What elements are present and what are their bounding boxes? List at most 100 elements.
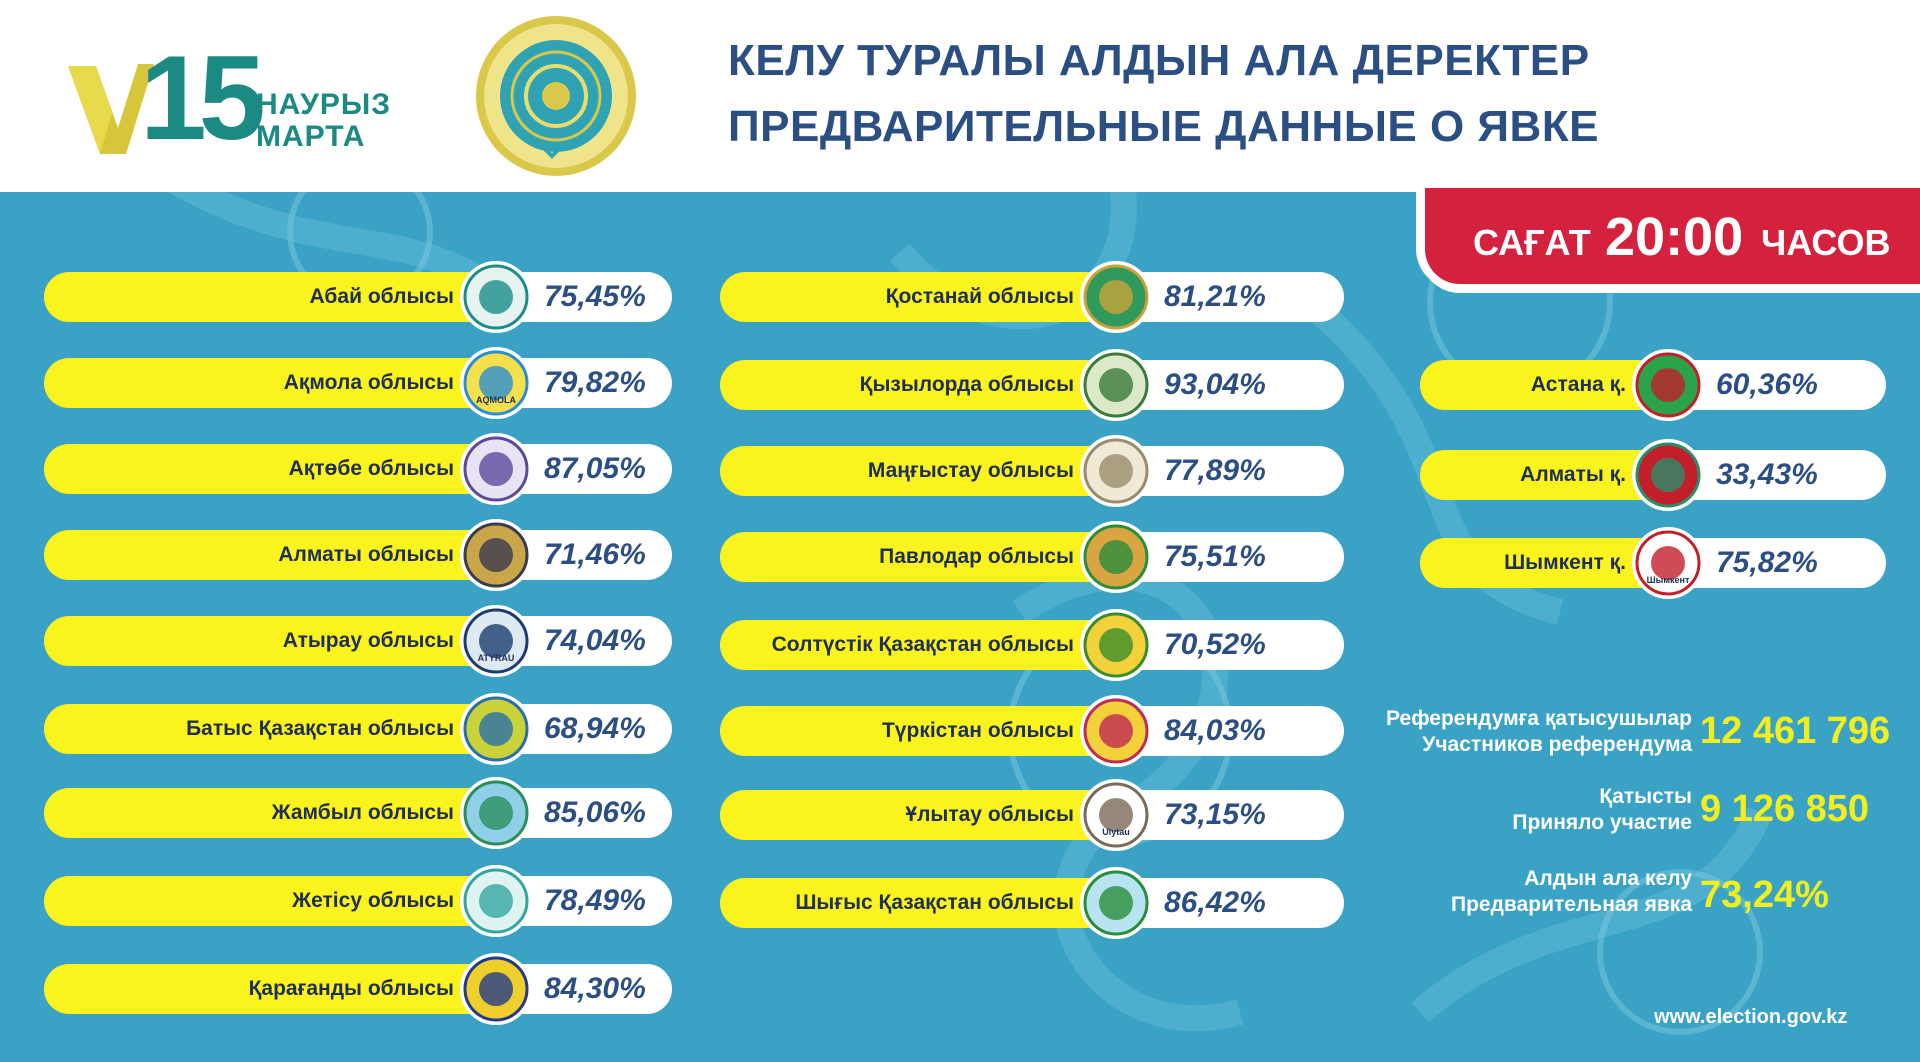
- turnout-percent: 70,52%: [1164, 628, 1266, 661]
- almaty-region-emblem-icon: [460, 519, 532, 591]
- region-name-pill: [44, 704, 500, 754]
- region-row: Қостанай облысы 81,21%: [720, 261, 1344, 333]
- region-name: Шымкент қ.: [1504, 551, 1626, 574]
- region-name: Түркістан облысы: [881, 719, 1074, 742]
- region-name: Павлодар облысы: [879, 545, 1074, 568]
- turnout-label-kz: Алдын ала келу: [1524, 867, 1692, 890]
- turnout-percent: 77,89%: [1164, 454, 1266, 487]
- region-name: Ұлытау облысы: [905, 803, 1074, 826]
- turnout-percent: 81,21%: [1164, 280, 1266, 313]
- region-row: Маңғыстау облысы 77,89%: [720, 435, 1344, 507]
- emblem-text: Шымкент: [1647, 575, 1690, 585]
- logo-number: 15: [140, 31, 266, 165]
- took-part-label-kz: Қатысты: [1599, 785, 1692, 808]
- turnout-percent: 86,42%: [1164, 886, 1266, 919]
- region-name-pill: [720, 878, 1120, 928]
- region-name: Атырау облысы: [282, 629, 454, 652]
- region-name: Жетісу облысы: [292, 889, 454, 912]
- region-name: Жамбыл облысы: [271, 801, 454, 824]
- region-name-pill: [44, 444, 500, 494]
- region-row: Жамбыл облысы 85,06%: [44, 777, 672, 849]
- region-name: Шығыс Қазақстан облысы: [795, 891, 1074, 914]
- region-row: Қарағанды облысы 84,30%: [44, 953, 672, 1025]
- turnout-percent: 78,49%: [544, 884, 646, 917]
- region-name: Ақтөбе облысы: [288, 457, 454, 480]
- region-name: Қарағанды облысы: [248, 977, 454, 1000]
- turnout-percent: 33,43%: [1716, 458, 1818, 491]
- region-name-pill: [44, 272, 500, 322]
- region-row: Атырау облысы ATYRAU 74,04%: [44, 605, 672, 677]
- region-name-pill: [44, 964, 500, 1014]
- region-name: Солтүстік Қазақстан облысы: [771, 633, 1074, 656]
- shymkent-emblem-icon: Шымкент: [1632, 527, 1704, 599]
- region-name-pill: [720, 360, 1120, 410]
- region-name-pill: [720, 532, 1120, 582]
- region-name-pill: [720, 706, 1120, 756]
- mangystau-emblem-icon: [1080, 435, 1152, 507]
- aktobe-emblem-icon: [460, 433, 532, 505]
- turnout-percent: 73,15%: [1164, 798, 1266, 831]
- region-name-pill: [720, 620, 1120, 670]
- region-name-pill: [44, 358, 500, 408]
- time-banner: САҒАТ 20:00 ЧАСОВ: [1420, 188, 1920, 289]
- turnout-percent: 75,45%: [544, 280, 646, 313]
- website-link[interactable]: www.election.gov.kz: [1654, 1006, 1848, 1028]
- aqmola-emblem-icon: AQMOLA: [460, 347, 532, 419]
- took-part-label: Қатысты Приняло участие: [1364, 784, 1692, 836]
- region-row: Түркістан облысы 84,03%: [720, 695, 1344, 767]
- region-name: Ақмола облысы: [283, 371, 454, 394]
- turkistan-emblem-icon: [1080, 695, 1152, 767]
- north-kazakhstan-emblem-icon: [1080, 609, 1152, 681]
- took-part-value: 9 126 850: [1700, 788, 1870, 830]
- region-name-pill: [1420, 450, 1672, 500]
- region-row: Шығыс Қазақстан облысы 86,42%: [720, 867, 1344, 939]
- ulytau-emblem-icon: Ulytau: [1080, 779, 1152, 851]
- abai-emblem-icon: [460, 261, 532, 333]
- turnout-percent: 84,30%: [544, 972, 646, 1005]
- participants-label: Референдумға қатысушылар Участников рефе…: [1364, 706, 1692, 758]
- election-commission-seal-icon: [476, 16, 636, 176]
- turnout-percent: 84,03%: [1164, 714, 1266, 747]
- emblem-text: AQMOLA: [476, 395, 516, 405]
- region-row: Астана қ. 60,36%: [1420, 349, 1886, 421]
- turnout-percent: 60,36%: [1716, 368, 1818, 401]
- participants-label-ru: Участников референдума: [1422, 733, 1692, 756]
- turnout-percent: 74,04%: [544, 624, 646, 657]
- region-name-pill: [1420, 538, 1672, 588]
- region-row: Солтүстік Қазақстан облысы 70,52%: [720, 609, 1344, 681]
- turnout-percent: 68,94%: [544, 712, 646, 745]
- turnout-percent: 75,82%: [1716, 546, 1818, 579]
- region-row: Шымкент қ. Шымкент 75,82%: [1420, 527, 1886, 599]
- emblem-text: Ulytau: [1102, 827, 1130, 837]
- check-mark-icon: [68, 64, 154, 154]
- pavlodar-emblem-icon: [1080, 521, 1152, 593]
- region-row: Алматы облысы 71,46%: [44, 519, 672, 591]
- region-row: Батыс Қазақстан облысы 68,94%: [44, 693, 672, 765]
- region-row: Абай облысы 75,45%: [44, 261, 672, 333]
- region-name: Алматы қ.: [1520, 463, 1626, 486]
- turnout-label-ru: Предварительная явка: [1451, 893, 1692, 916]
- turnout-percent: 79,82%: [544, 366, 646, 399]
- atyrau-emblem-icon: ATYRAU: [460, 605, 532, 677]
- region-name-pill: [720, 446, 1120, 496]
- region-name: Абай облысы: [309, 285, 454, 308]
- region-name-pill: [720, 272, 1120, 322]
- region-row: Алматы қ. 33,43%: [1420, 439, 1886, 511]
- region-name: Қостанай облысы: [885, 285, 1074, 308]
- region-row: Қызылорда облысы 93,04%: [720, 349, 1344, 421]
- east-kazakhstan-emblem-icon: [1080, 867, 1152, 939]
- participants-value: 12 461 796: [1700, 710, 1891, 752]
- kyzylorda-emblem-icon: [1080, 349, 1152, 421]
- turnout-percent: 85,06%: [544, 796, 646, 829]
- turnout-percent: 87,05%: [544, 452, 646, 485]
- region-name-pill: [44, 788, 500, 838]
- region-name-pill: [720, 790, 1120, 840]
- region-name: Алматы облысы: [278, 543, 454, 566]
- region-row: Ақмола облысы AQMOLA 79,82%: [44, 347, 672, 419]
- turnout-label: Алдын ала келу Предварительная явка: [1364, 866, 1692, 918]
- karaganda-emblem-icon: [460, 953, 532, 1025]
- kostanay-emblem-icon: [1080, 261, 1152, 333]
- astana-emblem-icon: [1632, 349, 1704, 421]
- almaty-city-emblem-icon: [1632, 439, 1704, 511]
- zhetisu-emblem-icon: [460, 865, 532, 937]
